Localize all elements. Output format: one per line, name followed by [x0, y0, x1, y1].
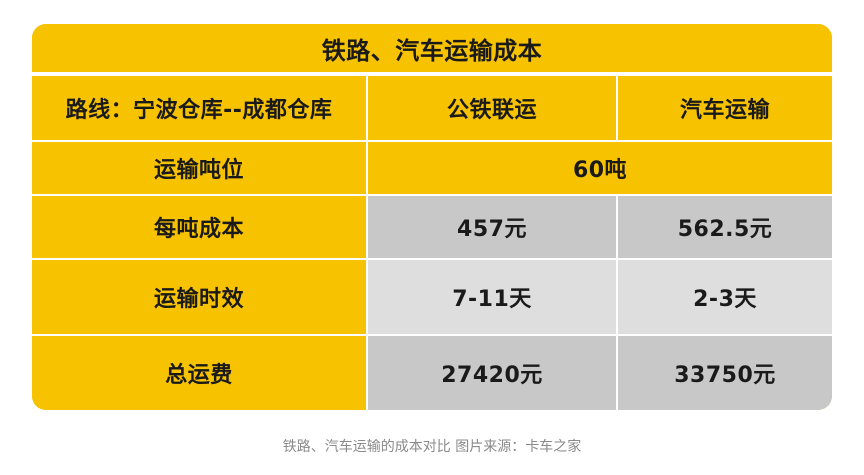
row-label-cost-per-ton: 每吨成本: [32, 196, 366, 258]
grid-line: [616, 196, 618, 410]
row-label-total-freight: 总运费: [32, 336, 366, 410]
grid-line: [616, 76, 618, 140]
row-value-tonnage: 60吨: [368, 142, 832, 194]
row-label-transit-time: 运输时效: [32, 260, 366, 334]
header-rail: 公铁联运: [368, 76, 616, 140]
grid-line: [366, 76, 368, 410]
row-truck-transit-time: 2-3天: [618, 260, 832, 334]
row-truck-cost-per-ton: 562.5元: [618, 196, 832, 258]
grid-line: [32, 258, 832, 260]
grid-line: [32, 140, 832, 142]
table-title: 铁路、汽车运输成本: [32, 24, 832, 74]
grid-line: [32, 74, 832, 76]
cost-comparison-table: 铁路、汽车运输成本 路线：宁波仓库--成都仓库 公铁联运 汽车运输 运输吨位 6…: [32, 24, 832, 410]
header-route: 路线：宁波仓库--成都仓库: [32, 76, 366, 140]
row-label-tonnage: 运输吨位: [32, 142, 366, 194]
row-truck-total-freight: 33750元: [618, 336, 832, 410]
header-truck: 汽车运输: [618, 76, 832, 140]
grid-line: [32, 334, 832, 336]
row-rail-total-freight: 27420元: [368, 336, 616, 410]
row-rail-transit-time: 7-11天: [368, 260, 616, 334]
grid-line: [32, 194, 832, 196]
image-caption: 铁路、汽车运输的成本对比 图片来源：卡车之家: [282, 439, 582, 455]
row-rail-cost-per-ton: 457元: [368, 196, 616, 258]
